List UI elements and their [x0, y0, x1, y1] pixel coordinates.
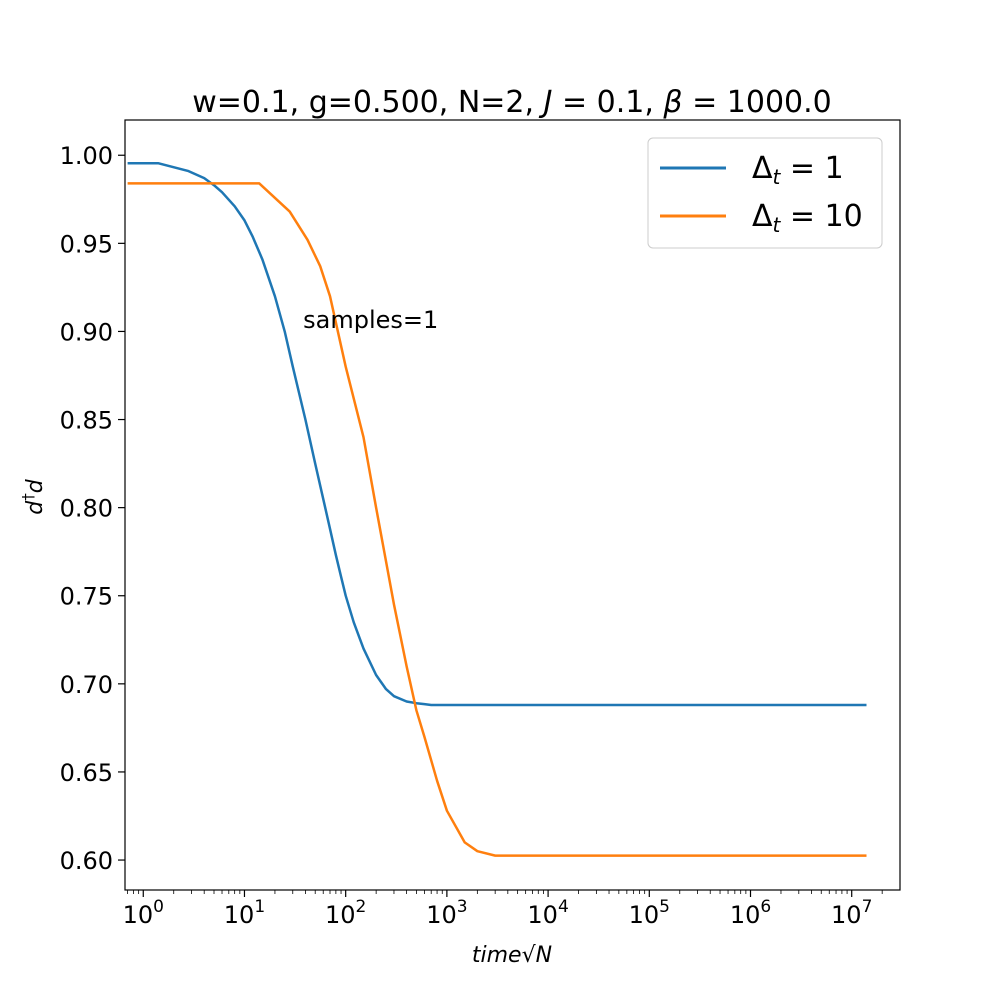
x-tick-label: 104 [527, 897, 568, 929]
y-tick-label: 0.80 [60, 495, 113, 523]
x-tick-label: 105 [629, 897, 670, 929]
y-tick-label: 0.90 [60, 318, 113, 346]
y-tick-label: 0.60 [60, 847, 113, 875]
y-axis: 0.60 0.65 0.70 0.75 0.80 0.85 0.90 0.95 1.00 [60, 142, 125, 875]
y-tick-label: 0.65 [60, 759, 113, 787]
x-axis-label: time√N [472, 943, 552, 968]
y-tick-label: 0.95 [60, 230, 113, 258]
x-tick-label: 101 [224, 897, 265, 929]
legend-frame [647, 137, 883, 249]
x-tick-label: 103 [426, 897, 467, 929]
y-axis-label: d†d [19, 478, 48, 514]
y-tick-label: 1.00 [60, 142, 113, 170]
legend-label-series-2: Δt = 10 [752, 199, 863, 237]
y-tick-label: 0.75 [60, 583, 113, 611]
x-tick-label: 106 [730, 897, 771, 929]
plot-frame [124, 119, 901, 891]
annotation-samples: samples=1 [303, 306, 438, 334]
y-tick-label: 0.85 [60, 407, 113, 435]
x-axis: 100 101 102 103 104 105 106 107 [123, 890, 883, 929]
x-tick-label: 102 [325, 897, 366, 929]
series-line-2 [127, 182, 867, 857]
series-layer [127, 161, 867, 857]
x-tick-label: 100 [123, 897, 164, 929]
legend-label-series-1: Δt = 1 [752, 151, 844, 189]
series-line-1 [127, 161, 867, 707]
y-tick-label: 0.70 [60, 671, 113, 699]
annotation-layer: samples=1 [303, 306, 438, 334]
legend: Δt = 1 Δt = 10 [647, 137, 883, 249]
chart-title: w=0.1, g=0.500, N=2, J = 0.1, β = 1000.0 [192, 85, 832, 120]
x-tick-label: 107 [831, 897, 872, 929]
